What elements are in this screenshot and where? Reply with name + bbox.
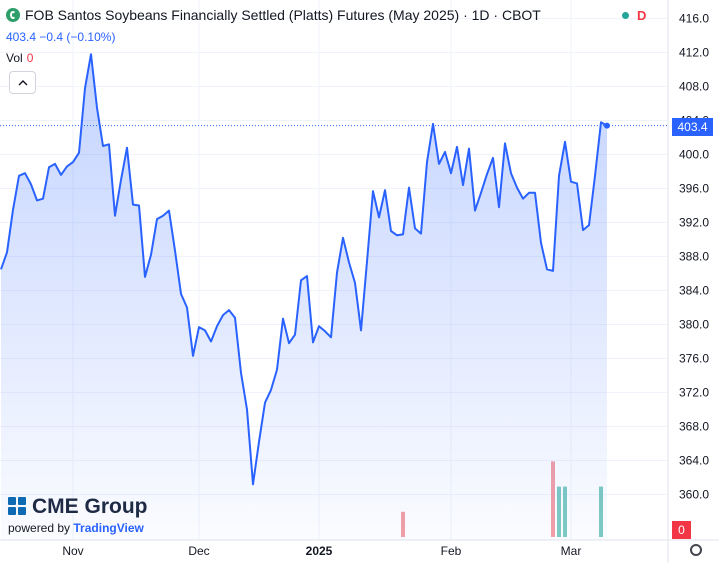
tradingview-link[interactable]: TradingView bbox=[73, 521, 144, 535]
volume-value: 0 bbox=[26, 51, 34, 65]
collapse-legend-button[interactable] bbox=[9, 71, 36, 94]
brand-name: CME Group bbox=[32, 495, 148, 518]
price-axis[interactable]: 416.0412.0408.0404.0400.0396.0392.0388.0… bbox=[679, 12, 709, 502]
powered-by-text: powered by bbox=[8, 521, 71, 535]
y-tick-label: 380.0 bbox=[679, 318, 709, 332]
y-tick-label: 364.0 bbox=[679, 454, 709, 468]
y-tick-label: 376.0 bbox=[679, 352, 709, 366]
volume-tag: 0 bbox=[672, 521, 691, 539]
price-change: −0.4 bbox=[39, 30, 64, 44]
volume-readout: Vol 0 bbox=[6, 51, 33, 65]
price-change-pct: (−0.10%) bbox=[66, 30, 116, 44]
price-area bbox=[0, 53, 668, 540]
last-price: 403.4 bbox=[6, 30, 37, 44]
symbol-title: FOB Santos Soybeans Financially Settled … bbox=[25, 7, 541, 23]
exchange-logo-icon bbox=[6, 8, 20, 22]
y-tick-label: 368.0 bbox=[679, 420, 709, 434]
last-price-marker bbox=[604, 122, 610, 129]
x-tick-label: 2025 bbox=[306, 544, 333, 558]
cme-logo-icon bbox=[8, 497, 28, 517]
y-tick-label: 388.0 bbox=[679, 250, 709, 264]
chevron-up-icon bbox=[18, 79, 27, 85]
y-tick-label: 384.0 bbox=[679, 284, 709, 298]
y-tick-label: 360.0 bbox=[679, 488, 709, 502]
settings-icon[interactable] bbox=[690, 544, 702, 556]
x-tick-label: Mar bbox=[561, 544, 582, 558]
data-delayed-badge[interactable]: D bbox=[637, 8, 647, 23]
x-tick-label: Dec bbox=[188, 544, 209, 558]
y-tick-label: 372.0 bbox=[679, 386, 709, 400]
y-tick-label: 396.0 bbox=[679, 182, 709, 196]
volume-label: Vol bbox=[6, 51, 23, 65]
price-area-fill bbox=[1, 54, 607, 540]
x-tick-label: Feb bbox=[441, 544, 462, 558]
y-tick-label: 400.0 bbox=[679, 148, 709, 162]
y-tick-label: 412.0 bbox=[679, 46, 709, 60]
price-readout: 403.4 −0.4 (−0.10%) bbox=[6, 30, 115, 44]
market-status-icon bbox=[622, 12, 629, 19]
price-line bbox=[0, 53, 608, 486]
x-tick-label: Nov bbox=[62, 544, 83, 558]
y-tick-label: 408.0 bbox=[679, 80, 709, 94]
brand-watermark: CME Group powered by TradingView bbox=[8, 495, 148, 535]
y-tick-label: 416.0 bbox=[679, 12, 709, 26]
time-axis[interactable]: Nov Dec 2025 Feb Mar bbox=[62, 544, 581, 558]
y-tick-label: 392.0 bbox=[679, 216, 709, 230]
last-price-tag: 403.4 bbox=[672, 118, 713, 136]
chart-legend-title: FOB Santos Soybeans Financially Settled … bbox=[6, 7, 541, 23]
